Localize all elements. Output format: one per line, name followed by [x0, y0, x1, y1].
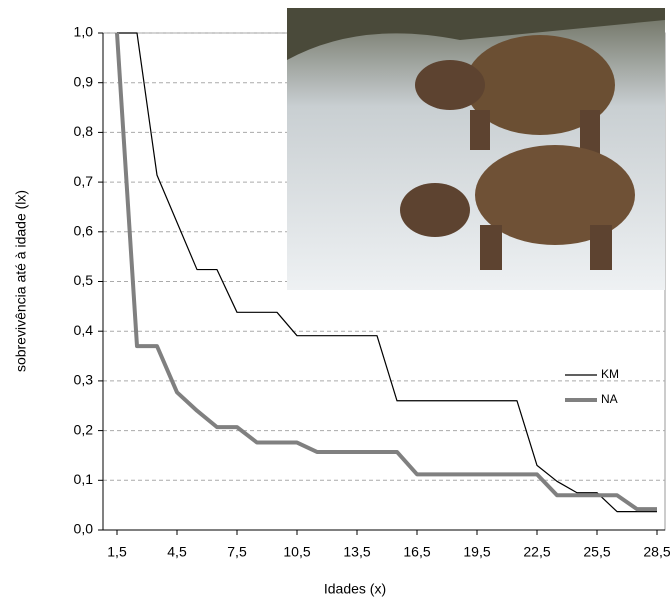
plot-area — [115, 32, 657, 513]
y-tick-label: 0,6 — [74, 223, 94, 239]
x-tick-label: 10,5 — [283, 544, 310, 560]
x-tick-label: 13,5 — [343, 544, 370, 560]
y-tick-label: 0,2 — [74, 421, 94, 437]
y-tick-label: 0,7 — [74, 173, 94, 189]
series-line — [117, 32, 657, 513]
y-tick-label: 0,8 — [74, 123, 94, 139]
x-tick-label: 1,5 — [107, 544, 127, 560]
y-tick-label: 0,9 — [74, 73, 94, 89]
photo — [287, 8, 665, 290]
x-axis-label: Idades (x) — [324, 581, 386, 597]
x-tick-label: 28,5 — [643, 544, 670, 560]
y-tick-label: 0,4 — [74, 322, 94, 338]
x-tick-label: 7,5 — [227, 544, 247, 560]
y-axis-label: sobrevivência até à idade (lx) — [13, 190, 29, 372]
x-tick-label: 25,5 — [583, 544, 610, 560]
y-tick-label: 0,3 — [74, 372, 94, 388]
x-tick-label: 19,5 — [463, 544, 490, 560]
y-tick-label: 0,5 — [74, 272, 94, 288]
x-tick-label: 22,5 — [523, 544, 550, 560]
legend-label: KM — [601, 367, 619, 381]
y-tick-label: 0,0 — [74, 521, 94, 537]
x-tick-label: 16,5 — [403, 544, 430, 560]
legend-label: NA — [601, 392, 618, 406]
series-line — [115, 32, 657, 512]
y-tick-label: 0,1 — [74, 471, 94, 487]
y-tick-label: 1,0 — [74, 24, 94, 40]
x-tick-label: 4,5 — [167, 544, 187, 560]
